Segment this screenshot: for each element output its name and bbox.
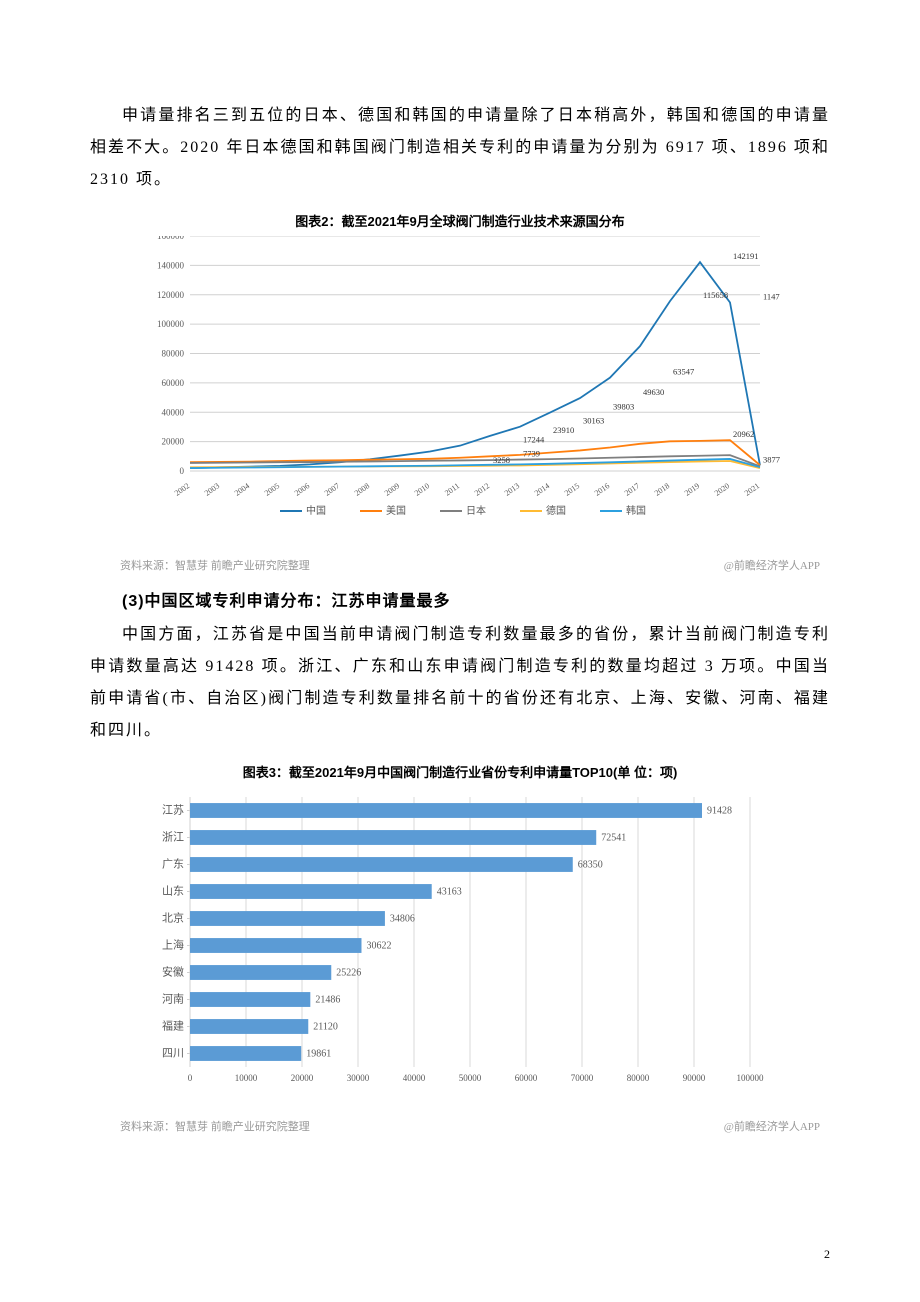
svg-text:2012: 2012 (473, 481, 491, 498)
svg-text:山东: 山东 (162, 885, 184, 898)
svg-text:2006: 2006 (293, 481, 311, 498)
svg-text:7739: 7739 (523, 449, 540, 459)
svg-text:20000: 20000 (291, 1073, 314, 1083)
svg-text:四川: 四川 (162, 1048, 184, 1060)
svg-text:2002: 2002 (173, 481, 191, 498)
svg-text:60000: 60000 (515, 1073, 538, 1083)
chart3-source-left: 资料来源：智慧芽 前瞻产业研究院整理 (120, 1118, 310, 1134)
svg-text:江苏: 江苏 (162, 804, 184, 817)
section-3-heading: (3)中国区域专利申请分布：江苏申请量最多 (122, 587, 830, 611)
page-number: 2 (824, 1247, 830, 1262)
chart3-source-row: 资料来源：智慧芽 前瞻产业研究院整理 @前瞻经济学人APP (90, 1112, 830, 1138)
svg-text:80000: 80000 (162, 349, 185, 359)
svg-text:3877: 3877 (763, 454, 780, 464)
svg-text:40000: 40000 (403, 1073, 426, 1083)
chart2-source-left: 资料来源：智慧芽 前瞻产业研究院整理 (120, 557, 310, 573)
svg-text:100000: 100000 (157, 319, 185, 329)
svg-text:23910: 23910 (553, 425, 574, 435)
svg-text:43163: 43163 (437, 887, 462, 898)
svg-text:德国: 德国 (546, 504, 566, 517)
chart2-source-row: 资料来源：智慧芽 前瞻产业研究院整理 @前瞻经济学人APP (90, 551, 830, 577)
svg-text:140000: 140000 (157, 260, 185, 270)
svg-text:2010: 2010 (413, 481, 431, 498)
chart3-source-right: @前瞻经济学人APP (724, 1118, 820, 1134)
chart3-svg: 0 10000 20000 30000 40000 50000 60000 70000 8000… (140, 787, 780, 1107)
svg-text:2016: 2016 (593, 481, 611, 498)
svg-text:21120: 21120 (313, 1022, 338, 1033)
paragraph-2: 中国方面，江苏省是中国当前申请阀门制造专利数量最多的省份，累计当前阀门制造专利申… (90, 619, 830, 747)
svg-text:10000: 10000 (235, 1073, 258, 1083)
svg-text:80000: 80000 (627, 1073, 650, 1083)
svg-text:2004: 2004 (233, 481, 251, 498)
svg-text:50000: 50000 (459, 1073, 482, 1083)
paragraph-1: 申请量排名三到五位的日本、德国和韩国的申请量除了日本稍高外，韩国和德国的申请量相… (90, 100, 830, 196)
svg-text:25226: 25226 (336, 968, 361, 979)
svg-text:2015: 2015 (563, 481, 581, 498)
svg-text:100000: 100000 (737, 1073, 765, 1083)
svg-text:2003: 2003 (203, 481, 221, 498)
svg-text:2021: 2021 (743, 481, 761, 498)
svg-text:114723: 114723 (763, 292, 780, 302)
svg-text:40000: 40000 (162, 407, 185, 417)
svg-text:91428: 91428 (707, 806, 732, 817)
svg-text:0: 0 (180, 466, 185, 476)
svg-text:60000: 60000 (162, 378, 185, 388)
svg-text:30622: 30622 (366, 941, 391, 952)
svg-text:72541: 72541 (601, 833, 626, 844)
svg-text:广东: 广东 (162, 858, 184, 871)
svg-text:30163: 30163 (583, 416, 604, 426)
chart3-figure: 0 10000 20000 30000 40000 50000 60000 70000 8000… (140, 787, 780, 1112)
svg-text:日本: 日本 (466, 504, 486, 517)
svg-text:安徽: 安徽 (162, 965, 184, 979)
svg-text:2017: 2017 (623, 481, 641, 498)
svg-text:2005: 2005 (263, 481, 281, 498)
svg-text:0: 0 (188, 1073, 193, 1083)
svg-text:2019: 2019 (683, 481, 701, 498)
svg-text:2013: 2013 (503, 481, 521, 498)
svg-text:20000: 20000 (162, 437, 185, 447)
svg-text:120000: 120000 (157, 290, 185, 300)
svg-text:2018: 2018 (653, 481, 671, 498)
svg-text:北京: 北京 (162, 911, 184, 925)
chart2-source-right: @前瞻经济学人APP (724, 557, 820, 573)
svg-text:90000: 90000 (683, 1073, 706, 1083)
svg-text:2009: 2009 (383, 481, 401, 498)
chart2-svg: 0 20000 40000 60000 80000 100000 120000 140000 1… (140, 236, 780, 546)
chart2-figure: 0 20000 40000 60000 80000 100000 120000 140000 1… (140, 236, 780, 551)
svg-text:2008: 2008 (353, 481, 371, 498)
svg-text:2014: 2014 (533, 481, 551, 498)
svg-text:2020: 2020 (713, 481, 731, 498)
svg-text:上海: 上海 (162, 938, 184, 952)
svg-text:34806: 34806 (390, 914, 415, 925)
svg-text:美国: 美国 (386, 504, 406, 517)
chart3-title: 图表3：截至2021年9月中国阀门制造行业省份专利申请量TOP10(单 位：项) (90, 762, 830, 781)
svg-text:142191: 142191 (733, 251, 759, 261)
svg-text:21486: 21486 (315, 995, 340, 1006)
svg-text:17244: 17244 (523, 435, 545, 445)
svg-text:福建: 福建 (162, 1019, 184, 1033)
chart2-title: 图表2：截至2021年9月全球阀门制造行业技术来源国分布 (90, 211, 830, 230)
svg-text:2011: 2011 (443, 481, 461, 497)
svg-text:3258: 3258 (493, 455, 510, 465)
svg-text:39803: 39803 (613, 402, 634, 412)
svg-text:63547: 63547 (673, 367, 694, 377)
svg-text:韩国: 韩国 (626, 504, 646, 517)
svg-text:2007: 2007 (323, 481, 341, 498)
svg-text:68350: 68350 (578, 860, 603, 871)
svg-text:浙江: 浙江 (162, 831, 184, 844)
svg-text:115658: 115658 (703, 290, 728, 300)
svg-text:30000: 30000 (347, 1073, 370, 1083)
svg-text:49630: 49630 (643, 387, 664, 397)
svg-text:河南: 河南 (162, 993, 184, 1006)
svg-text:70000: 70000 (571, 1073, 594, 1083)
svg-text:20962: 20962 (733, 429, 754, 439)
svg-text:160000: 160000 (157, 236, 185, 241)
svg-text:19861: 19861 (306, 1049, 331, 1060)
svg-text:中国: 中国 (306, 504, 326, 517)
